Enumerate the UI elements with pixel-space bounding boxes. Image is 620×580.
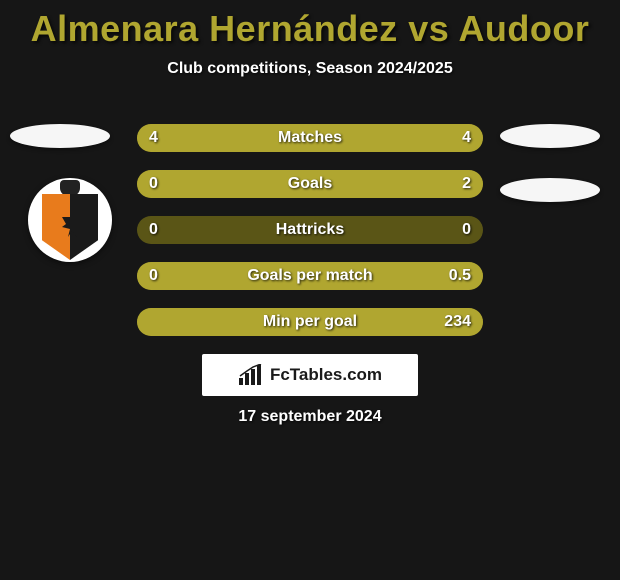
- stat-value-left: 0: [149, 267, 158, 285]
- stat-row: 0 0Hattricks: [137, 216, 483, 244]
- badge-right-1: [500, 124, 600, 148]
- club-logo-left: [28, 178, 112, 262]
- stat-row: 44Matches: [137, 124, 483, 152]
- stat-value-right: 234: [444, 313, 471, 331]
- stats-container: 44Matches02Goals00Hattricks00.5Goals per…: [137, 124, 483, 354]
- subtitle: Club competitions, Season 2024/2025: [0, 60, 620, 78]
- stat-fill-right: [137, 262, 483, 290]
- title-sep: vs: [398, 8, 459, 49]
- badge-right-2: [500, 178, 600, 202]
- stat-value-right: 0: [462, 221, 471, 239]
- stat-row: 00.5Goals per match: [137, 262, 483, 290]
- stat-value-right: 4: [462, 129, 471, 147]
- stat-label: Hattricks: [137, 221, 483, 239]
- brand-text: FcTables.com: [270, 365, 382, 385]
- stat-fill-left: [137, 124, 310, 152]
- badge-left-1: [10, 124, 110, 148]
- stat-row: 234Min per goal: [137, 308, 483, 336]
- stat-value-left: 4: [149, 129, 158, 147]
- stat-fill-right: [137, 170, 483, 198]
- stat-fill-right: [137, 308, 483, 336]
- player-right-name: Audoor: [458, 8, 589, 49]
- stat-value-right: 0.5: [449, 267, 471, 285]
- stat-value-left: 0: [149, 221, 158, 239]
- player-left-name: Almenara Hernández: [31, 8, 398, 49]
- stat-value-right: 2: [462, 175, 471, 193]
- bar-chart-icon: [238, 364, 264, 386]
- stat-fill-right: [310, 124, 483, 152]
- brand-box: FcTables.com: [202, 354, 418, 396]
- club-shield-icon: [42, 194, 98, 260]
- date-text: 17 september 2024: [0, 408, 620, 426]
- stat-value-left: 0: [149, 175, 158, 193]
- stat-row: 02Goals: [137, 170, 483, 198]
- page-title: Almenara Hernández vs Audoor: [0, 0, 620, 50]
